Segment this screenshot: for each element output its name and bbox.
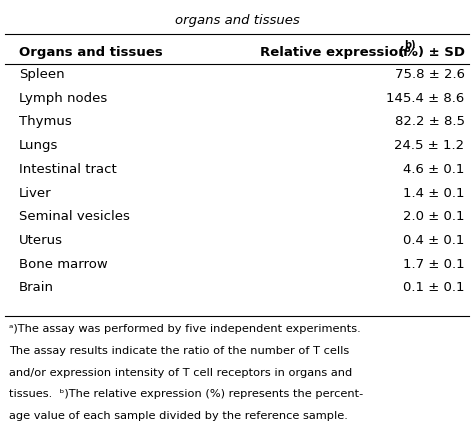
Text: Brain: Brain xyxy=(18,281,54,294)
Text: Bone marrow: Bone marrow xyxy=(18,258,108,270)
Text: 0.1 ± 0.1: 0.1 ± 0.1 xyxy=(403,281,465,294)
Text: 4.6 ± 0.1: 4.6 ± 0.1 xyxy=(403,163,465,176)
Text: 82.2 ± 8.5: 82.2 ± 8.5 xyxy=(395,116,465,128)
Text: organs and tissues: organs and tissues xyxy=(174,14,300,27)
Text: Uterus: Uterus xyxy=(18,234,63,247)
Text: 145.4 ± 8.6: 145.4 ± 8.6 xyxy=(386,92,465,105)
Text: Liver: Liver xyxy=(18,187,51,199)
Text: 1.7 ± 0.1: 1.7 ± 0.1 xyxy=(403,258,465,270)
Text: and/or expression intensity of T cell receptors in organs and: and/or expression intensity of T cell re… xyxy=(9,368,353,377)
Text: 24.5 ± 1.2: 24.5 ± 1.2 xyxy=(394,139,465,152)
Text: Spleen: Spleen xyxy=(18,68,64,81)
Text: Lymph nodes: Lymph nodes xyxy=(18,92,107,105)
Text: Organs and tissues: Organs and tissues xyxy=(18,46,163,59)
Text: Thymus: Thymus xyxy=(18,116,72,128)
Text: 75.8 ± 2.6: 75.8 ± 2.6 xyxy=(395,68,465,81)
Text: Lungs: Lungs xyxy=(18,139,58,152)
Text: Relative expression: Relative expression xyxy=(260,46,408,59)
Text: b): b) xyxy=(404,39,415,50)
Text: 2.0 ± 0.1: 2.0 ± 0.1 xyxy=(403,210,465,223)
Text: 0.4 ± 0.1: 0.4 ± 0.1 xyxy=(403,234,465,247)
Text: (%) ± SD: (%) ± SD xyxy=(393,46,465,59)
Text: The assay results indicate the ratio of the number of T cells: The assay results indicate the ratio of … xyxy=(9,346,350,356)
Text: Seminal vesicles: Seminal vesicles xyxy=(18,210,129,223)
Text: age value of each sample divided by the reference sample.: age value of each sample divided by the … xyxy=(9,411,348,421)
Text: tissues.  ᵇ)The relative expression (%) represents the percent-: tissues. ᵇ)The relative expression (%) r… xyxy=(9,389,364,399)
Text: ᵃ)The assay was performed by five independent experiments.: ᵃ)The assay was performed by five indepe… xyxy=(9,324,361,334)
Text: 1.4 ± 0.1: 1.4 ± 0.1 xyxy=(403,187,465,199)
Text: Intestinal tract: Intestinal tract xyxy=(18,163,117,176)
